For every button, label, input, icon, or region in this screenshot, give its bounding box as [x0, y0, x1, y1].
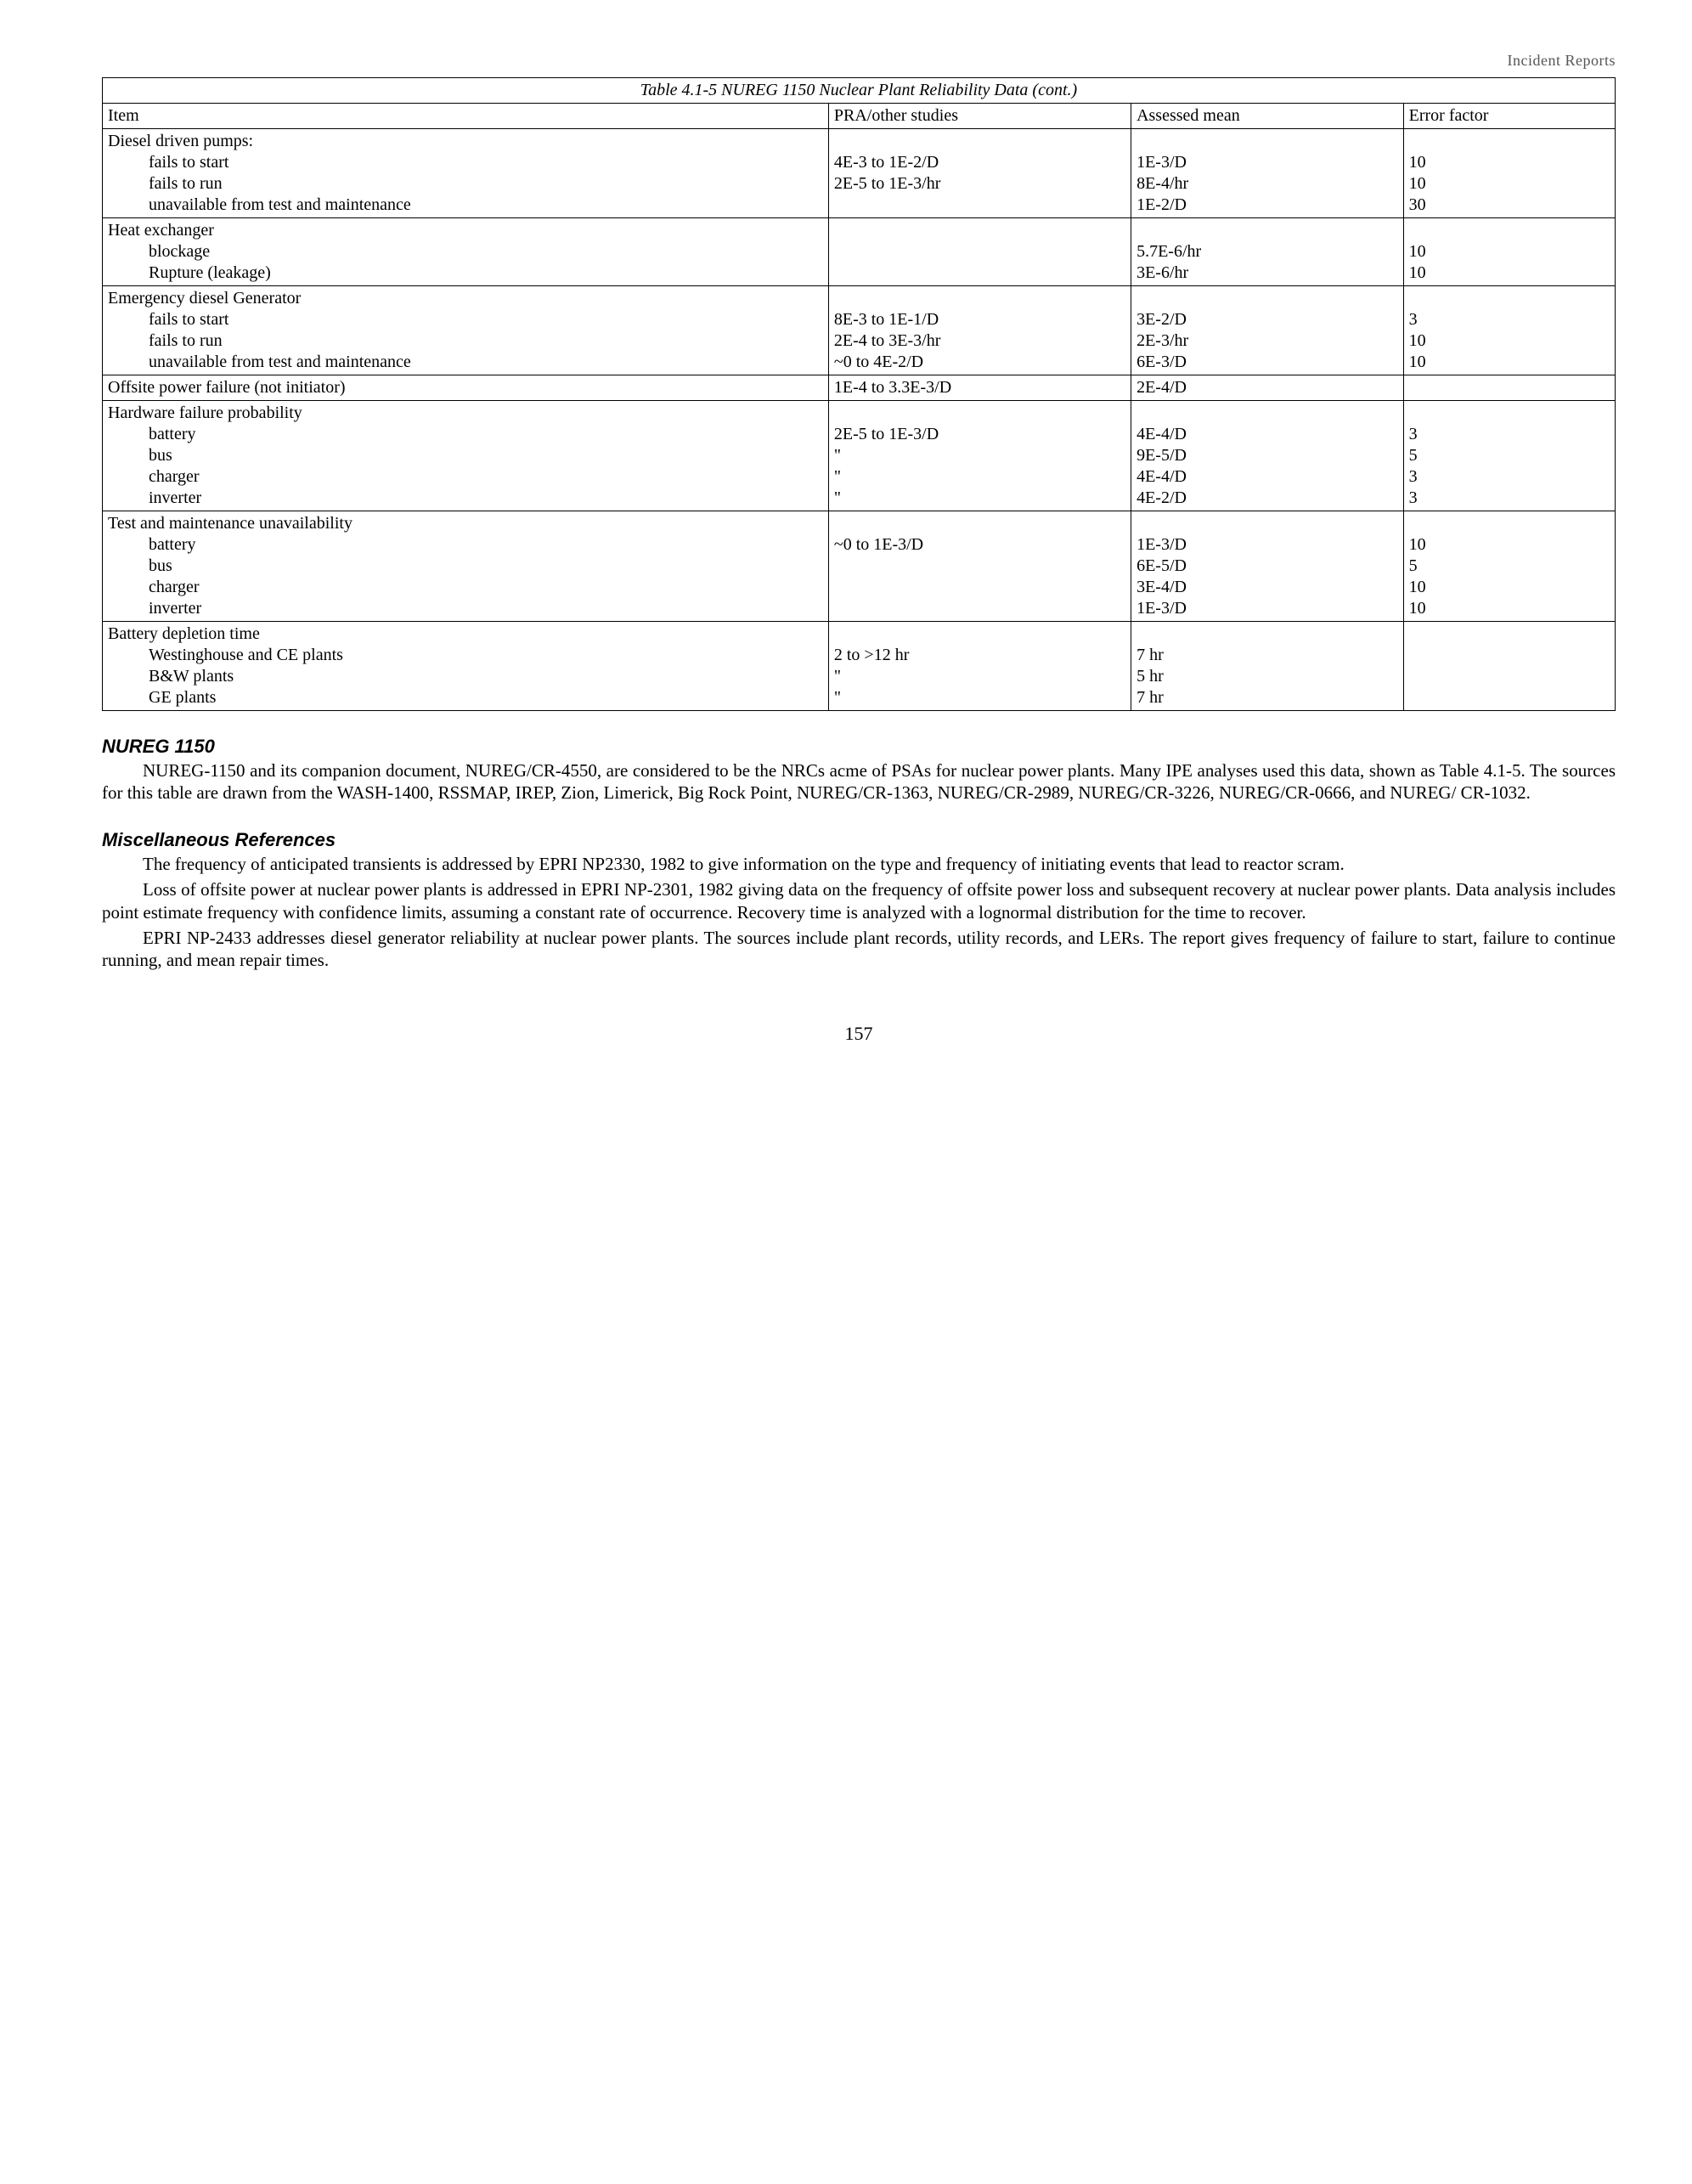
reliability-data-table: Table 4.1-5 NUREG 1150 Nuclear Plant Rel… — [102, 77, 1616, 711]
cell-pra: 2E-5 to 1E-3/D""" — [828, 400, 1131, 511]
cell-pra: 1E-4 to 3.3E-3/D — [828, 375, 1131, 400]
section-title-misc: Miscellaneous References — [102, 828, 1616, 852]
table-caption: Table 4.1-5 NUREG 1150 Nuclear Plant Rel… — [103, 77, 1616, 103]
cell-item: Hardware failure probabilitybatterybusch… — [103, 400, 829, 511]
col-item: Item — [103, 103, 829, 128]
cell-err: 1010 — [1403, 217, 1615, 285]
section1-para: NUREG-1150 and its companion document, N… — [102, 759, 1616, 804]
cell-mean: 2E-4/D — [1131, 375, 1404, 400]
table-group-row: Hardware failure probabilitybatterybusch… — [103, 400, 1616, 511]
table-row: Offsite power failure (not initiator)1E-… — [103, 375, 1616, 400]
cell-item: Diesel driven pumps:fails to startfails … — [103, 128, 829, 217]
section2-para-2: EPRI NP-2433 addresses diesel generator … — [102, 927, 1616, 972]
table-group-row: Test and maintenance unavailabilitybatte… — [103, 511, 1616, 621]
cell-pra: 4E-3 to 1E-2/D2E-5 to 1E-3/hr — [828, 128, 1131, 217]
cell-mean: 1E-3/D8E-4/hr1E-2/D — [1131, 128, 1404, 217]
cell-mean: 7 hr5 hr7 hr — [1131, 621, 1404, 710]
table-group-row: Battery depletion timeWestinghouse and C… — [103, 621, 1616, 710]
section2-para-1: Loss of offsite power at nuclear power p… — [102, 878, 1616, 923]
cell-item: Battery depletion timeWestinghouse and C… — [103, 621, 829, 710]
table-group-row: Heat exchangerblockageRupture (leakage) … — [103, 217, 1616, 285]
cell-mean: 3E-2/D2E-3/hr6E-3/D — [1131, 285, 1404, 375]
cell-err: 101030 — [1403, 128, 1615, 217]
cell-err: 31010 — [1403, 285, 1615, 375]
table-group-row: Emergency diesel Generatorfails to start… — [103, 285, 1616, 375]
cell-mean: 1E-3/D6E-5/D3E-4/D1E-3/D — [1131, 511, 1404, 621]
cell-mean: 4E-4/D9E-5/D4E-4/D4E-2/D — [1131, 400, 1404, 511]
cell-item: Offsite power failure (not initiator) — [103, 375, 829, 400]
cell-pra: 8E-3 to 1E-1/D2E-4 to 3E-3/hr~0 to 4E-2/… — [828, 285, 1131, 375]
table-group-row: Diesel driven pumps:fails to startfails … — [103, 128, 1616, 217]
cell-pra: 2 to >12 hr"" — [828, 621, 1131, 710]
page-number: 157 — [102, 1022, 1616, 1046]
cell-err — [1403, 621, 1615, 710]
cell-item: Test and maintenance unavailabilitybatte… — [103, 511, 829, 621]
cell-pra — [828, 217, 1131, 285]
section-title-nureg: NUREG 1150 — [102, 735, 1616, 759]
col-mean: Assessed mean — [1131, 103, 1404, 128]
cell-err: 3533 — [1403, 400, 1615, 511]
cell-err — [1403, 375, 1615, 400]
section2-para-0: The frequency of anticipated transients … — [102, 853, 1616, 875]
col-err: Error factor — [1403, 103, 1615, 128]
cell-mean: 5.7E-6/hr3E-6/hr — [1131, 217, 1404, 285]
running-header: Incident Reports — [102, 51, 1616, 71]
cell-item: Emergency diesel Generatorfails to start… — [103, 285, 829, 375]
cell-err: 1051010 — [1403, 511, 1615, 621]
col-pra: PRA/other studies — [828, 103, 1131, 128]
cell-item: Heat exchangerblockageRupture (leakage) — [103, 217, 829, 285]
cell-pra: ~0 to 1E-3/D — [828, 511, 1131, 621]
